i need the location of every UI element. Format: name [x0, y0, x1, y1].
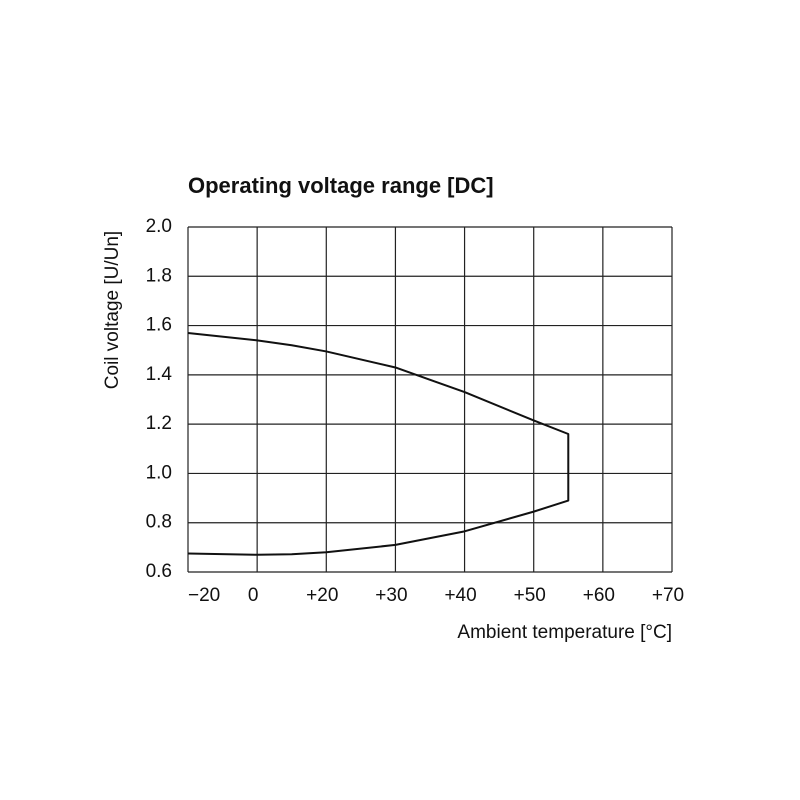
y-tick-label: 2.0 — [146, 216, 172, 237]
y-tick-label: 1.0 — [146, 462, 172, 483]
x-tick-label: +40 — [444, 585, 476, 606]
y-tick-label: 1.2 — [146, 413, 172, 434]
x-tick-label: +30 — [375, 585, 407, 606]
x-tick-label: +60 — [583, 585, 615, 606]
y-tick-label: 0.6 — [146, 561, 172, 582]
data-line — [187, 331, 570, 556]
x-tick-label: +70 — [652, 585, 684, 606]
y-tick-label: 1.6 — [146, 315, 172, 336]
x-tick-label: −20 — [188, 585, 220, 606]
y-tick-label: 1.4 — [146, 364, 173, 385]
x-tick-label: +20 — [306, 585, 338, 606]
y-tick-label: 1.8 — [146, 265, 172, 286]
chart-title: Operating voltage range [DC] — [188, 173, 494, 198]
x-tick-label: +50 — [514, 585, 546, 606]
x-axis-label: Ambient temperature [°C] — [457, 622, 672, 643]
y-tick-label: 0.8 — [146, 512, 172, 533]
x-tick-label: 0 — [248, 585, 259, 606]
y-axis-label: Coil voltage [U/Un] — [102, 231, 123, 389]
